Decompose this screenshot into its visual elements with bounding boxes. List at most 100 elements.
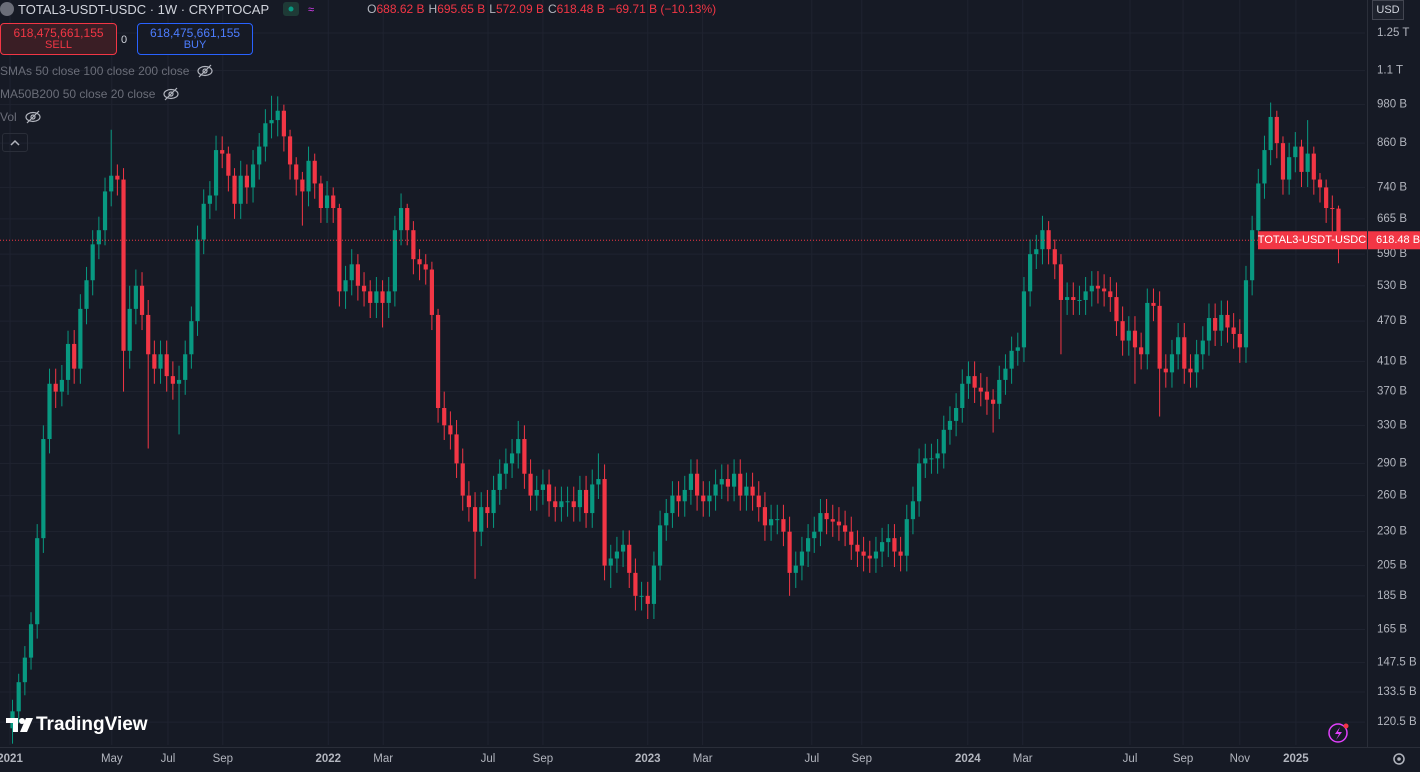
overlay: TOTAL3-USDT-USDC [0, 231, 1367, 250]
candle-body [1157, 305, 1162, 369]
candle-body [904, 519, 909, 556]
candle-body [577, 489, 583, 508]
candle-body [651, 565, 657, 604]
candle-body [72, 343, 77, 369]
candle-body [189, 321, 194, 355]
candle-body [805, 538, 811, 552]
candle-body [275, 110, 280, 121]
candle-body [682, 489, 687, 502]
candle-body [41, 439, 46, 539]
x-tick-label: 2023 [635, 753, 661, 765]
sell-button[interactable]: 618,475,661,155 SELL [0, 23, 117, 55]
candle-body [1034, 249, 1039, 255]
candle-body [102, 191, 108, 231]
y-tick-label: 470 B [1377, 315, 1407, 327]
candle-body [910, 501, 916, 520]
y-tick-label: 330 B [1377, 419, 1407, 431]
candle-body [1114, 297, 1119, 322]
candle-body [28, 624, 34, 658]
visibility-toggle[interactable] [163, 87, 180, 101]
candle-body [614, 551, 620, 559]
candle-body [238, 175, 243, 204]
candle-body [1132, 330, 1138, 348]
candle-body [775, 519, 780, 521]
candle-body [152, 354, 157, 369]
candle-body [947, 420, 953, 430]
x-tick-label: 2022 [315, 753, 341, 765]
candle-body [1200, 340, 1205, 355]
candle-body [281, 110, 286, 137]
candle-body [1225, 314, 1230, 328]
candle-body [657, 525, 663, 566]
visibility-toggle[interactable] [197, 64, 214, 78]
buy-label: BUY [183, 39, 207, 51]
y-tick-label: 185 B [1377, 590, 1407, 602]
candle-body [1237, 333, 1242, 348]
grid [0, 0, 1365, 745]
candle-body [423, 264, 428, 270]
candle-body [343, 280, 348, 292]
x-tick-label: Mar [693, 753, 713, 765]
spread: 0 [121, 34, 128, 46]
x-tick-label: 2021 [0, 753, 23, 765]
buy-button[interactable]: 618,475,661,155 BUY [137, 23, 253, 55]
x-tick-label: Mar [373, 753, 393, 765]
candle-body [812, 531, 817, 539]
candle-body [269, 120, 274, 124]
collapse-button[interactable] [2, 133, 28, 152]
candle-body [824, 513, 829, 520]
candle-body [442, 407, 447, 426]
candle-body [731, 473, 737, 487]
candle-body [392, 230, 397, 292]
sell-price: 618,475,661,155 [13, 26, 104, 40]
candle-body [398, 208, 404, 231]
candle-body [639, 595, 644, 597]
candle-body [454, 434, 459, 464]
candle-body [929, 458, 934, 460]
visibility-toggle[interactable] [25, 110, 41, 124]
candle-body [1213, 318, 1218, 331]
candle-body [127, 308, 132, 351]
candle-body [1194, 354, 1199, 373]
candle-body [176, 379, 182, 384]
candle-body [1250, 230, 1255, 281]
y-tick-label: 205 B [1377, 560, 1407, 572]
candle-body [972, 376, 977, 388]
candle-body [183, 354, 188, 380]
ohlc-value: 572.09 B [495, 2, 544, 16]
candle-body [522, 439, 527, 474]
status-icons: ≈ [283, 2, 314, 16]
candle-body [676, 495, 681, 502]
candle-body [688, 473, 694, 490]
candle-body [787, 531, 792, 573]
settings-icon[interactable] [1393, 753, 1405, 765]
candle-body [232, 175, 237, 204]
candle-body [1151, 302, 1156, 306]
price-tag-name: TOTAL3-USDT-USDC [1258, 234, 1366, 246]
candle-body [405, 208, 410, 231]
indicator: SMAs 50 close 100 close 200 close [0, 64, 214, 78]
candle-body [1021, 291, 1027, 348]
candle-body [361, 285, 367, 292]
currency-button[interactable]: USD [1372, 0, 1404, 20]
candle-body [855, 544, 860, 552]
candle-body [559, 501, 564, 508]
candle-body [146, 314, 151, 355]
candle-body [608, 558, 613, 566]
ohlc-value: 618.48 B [556, 2, 605, 16]
brand-name: TradingView [36, 714, 148, 735]
candle-body [756, 495, 761, 508]
candle-body [380, 291, 385, 303]
candle-body [1219, 314, 1224, 331]
candle-body [1231, 327, 1236, 334]
y-tick-label: 165 B [1377, 624, 1407, 636]
brand-logo [6, 718, 33, 732]
candle-body [170, 376, 175, 384]
candle-body [762, 507, 768, 526]
candle-body [201, 203, 206, 240]
candle-body [978, 387, 983, 392]
alert-icon[interactable] [1328, 723, 1349, 743]
candle-body [226, 153, 231, 176]
